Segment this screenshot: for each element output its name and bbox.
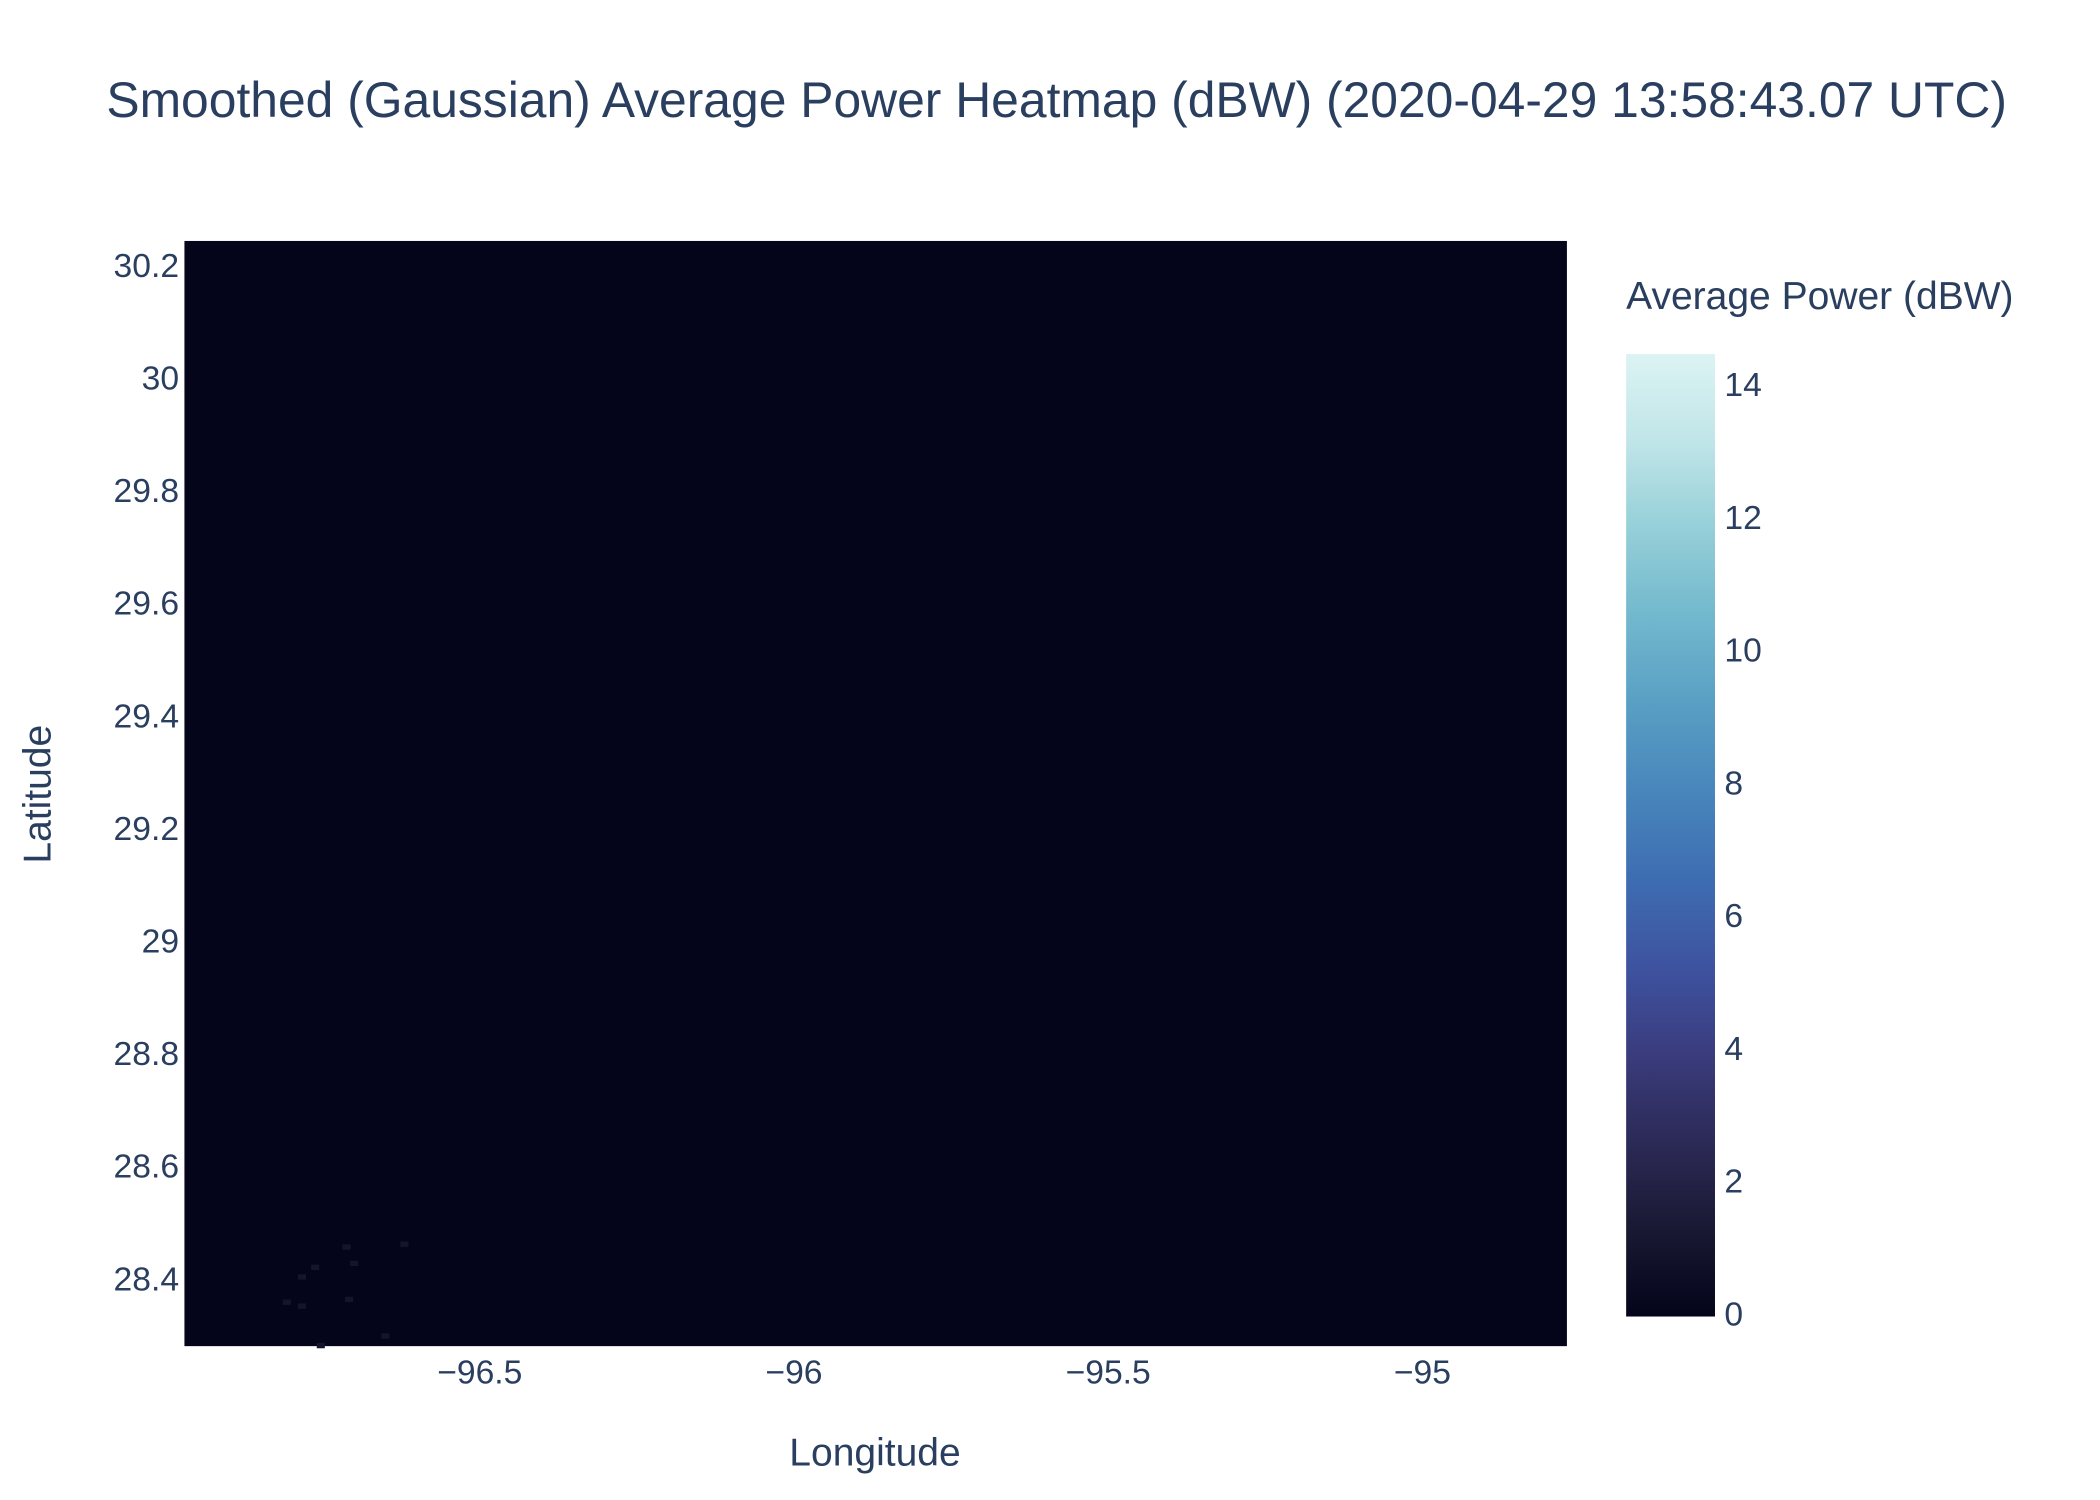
y-axis-label: Latitude xyxy=(17,725,60,864)
heat-cell xyxy=(297,1303,306,1309)
colorbar-tick-label: 0 xyxy=(1724,1296,1743,1333)
y-tick-label: 29.4 xyxy=(114,698,179,735)
x-tick-label: −96.5 xyxy=(437,1354,522,1391)
heat-cell xyxy=(400,1241,409,1247)
colorbar-tick-label: 2 xyxy=(1724,1164,1743,1201)
y-tick-label: 29.6 xyxy=(114,586,179,623)
heat-cell xyxy=(311,1264,320,1271)
colorbar-tick-label: 14 xyxy=(1724,367,1761,404)
colorbar-tick-label: 6 xyxy=(1724,898,1743,935)
heat-cell xyxy=(342,1244,351,1250)
heat-cell xyxy=(345,1296,354,1303)
y-tick-label: 29.8 xyxy=(114,473,179,510)
y-tick-label: 30.2 xyxy=(114,248,179,285)
x-tick-label: −95.5 xyxy=(1066,1354,1151,1391)
colorbar xyxy=(1626,354,1715,1317)
heat-cell xyxy=(316,1342,325,1349)
heat-cell xyxy=(350,1260,359,1267)
y-tick-label: 29.2 xyxy=(114,811,179,848)
y-tick-label: 28.8 xyxy=(114,1036,179,1073)
colorbar-title: Average Power (dBW) xyxy=(1626,275,2013,318)
y-tick-label: 28.4 xyxy=(114,1261,179,1298)
chart-title: Smoothed (Gaussian) Average Power Heatma… xyxy=(106,72,2007,128)
heat-cell xyxy=(282,1299,291,1305)
colorbar-tick-label: 12 xyxy=(1724,500,1761,537)
heat-cell xyxy=(297,1274,306,1280)
colorbar-tick-label: 4 xyxy=(1724,1031,1743,1068)
colorbar-tick-label: 10 xyxy=(1724,633,1761,670)
x-tick-label: −96 xyxy=(765,1354,822,1391)
y-tick-label: 29 xyxy=(142,923,179,960)
heat-cell xyxy=(381,1333,390,1339)
x-tick-label: −95 xyxy=(1394,1354,1451,1391)
x-axis-label: Longitude xyxy=(789,1431,960,1474)
colorbar-tick-label: 8 xyxy=(1724,765,1743,802)
y-tick-label: 30 xyxy=(142,360,179,397)
y-tick-label: 28.6 xyxy=(114,1149,179,1186)
plot-background xyxy=(184,240,1567,1347)
